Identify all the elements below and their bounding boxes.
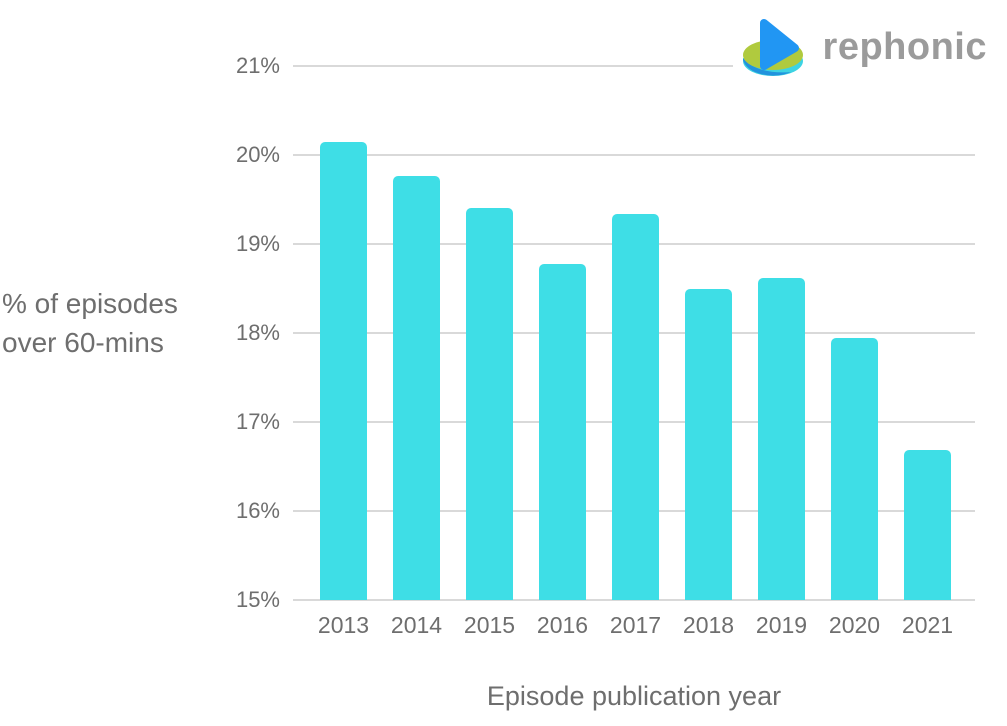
y-tick-19: 19% bbox=[235, 231, 280, 256]
bar-2014 bbox=[393, 176, 440, 600]
y-tick-20: 20% bbox=[235, 142, 280, 167]
rephonic-logo-icon bbox=[742, 19, 803, 76]
x-axis-title: Episode publication year bbox=[486, 681, 782, 711]
y-tick-16: 16% bbox=[235, 498, 280, 523]
bar-2021 bbox=[904, 450, 951, 600]
rephonic-logo-text: rephonic bbox=[822, 25, 987, 68]
bar-2013 bbox=[320, 141, 367, 600]
plot-area bbox=[293, 65, 975, 601]
y-tick-17: 17% bbox=[235, 409, 280, 434]
bar-2019 bbox=[758, 277, 805, 600]
y-axis-title: % of episodes over 60-mins bbox=[2, 284, 178, 362]
y-axis-title-line-1: % of episodes bbox=[2, 288, 178, 319]
y-tick-15: 15% bbox=[235, 587, 280, 612]
rephonic-logo: rephonic bbox=[732, 10, 993, 86]
x-tick-2013: 2013 bbox=[317, 612, 370, 638]
y-axis-title-line-2: over 60-mins bbox=[2, 327, 164, 358]
x-tick-2020: 2020 bbox=[828, 612, 881, 638]
x-tick-2015: 2015 bbox=[463, 612, 516, 638]
y-tick-21: 21% bbox=[235, 53, 280, 78]
bar-cell-2017 bbox=[599, 66, 672, 600]
x-tick-2017: 2017 bbox=[609, 612, 662, 638]
x-tick-2018: 2018 bbox=[682, 612, 735, 638]
bar-2016 bbox=[539, 263, 586, 600]
bar-2020 bbox=[831, 338, 878, 600]
bar-cell-2019 bbox=[745, 66, 818, 600]
bar-cell-2021 bbox=[891, 66, 964, 600]
bar-cell-2018 bbox=[672, 66, 745, 600]
bar-cell-2016 bbox=[526, 66, 599, 600]
gridline-15 bbox=[293, 599, 975, 601]
x-axis-tick-labels: 2013 2014 2015 2016 2017 2018 2019 2020 2021 bbox=[293, 612, 975, 639]
bar-2017 bbox=[612, 213, 659, 600]
x-tick-2016: 2016 bbox=[536, 612, 589, 638]
bar-cell-2014 bbox=[380, 66, 453, 600]
bar-cell-2013 bbox=[307, 66, 380, 600]
bar-2018 bbox=[685, 289, 732, 600]
y-tick-18: 18% bbox=[235, 320, 280, 345]
gridline-21 bbox=[293, 65, 975, 67]
x-tick-2019: 2019 bbox=[755, 612, 808, 638]
bar-cell-2020 bbox=[818, 66, 891, 600]
bar-2015 bbox=[466, 207, 513, 600]
x-tick-2021: 2021 bbox=[901, 612, 954, 638]
x-tick-2014: 2014 bbox=[390, 612, 443, 638]
bar-cell-2015 bbox=[453, 66, 526, 600]
gridline-20 bbox=[293, 154, 975, 156]
bar-series bbox=[293, 66, 975, 600]
